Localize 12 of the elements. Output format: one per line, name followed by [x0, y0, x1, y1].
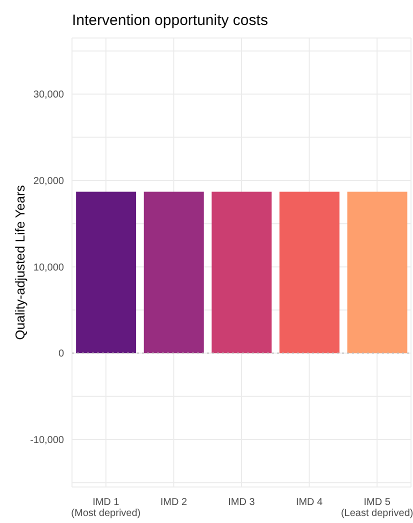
y-tick-label: 20,000: [33, 176, 64, 188]
x-tick-label: IMD 5 (Least deprived): [340, 497, 413, 519]
y-tick-label: 10,000: [33, 262, 64, 274]
y-tick-label: -10,000: [30, 435, 64, 446]
chart-title: Intervention opportunity costs: [72, 12, 268, 29]
y-axis-title: Quality-adjusted Life Years: [12, 184, 28, 340]
x-tick-label: IMD 3: [228, 497, 256, 508]
x-tick-label: IMD 2: [160, 497, 188, 508]
y-tick-label: 30,000: [33, 90, 64, 101]
x-tick-label: IMD 1 (Most deprived): [71, 497, 141, 519]
y-tick-label: 0: [58, 348, 64, 360]
x-tick-label: IMD 4: [296, 497, 324, 508]
